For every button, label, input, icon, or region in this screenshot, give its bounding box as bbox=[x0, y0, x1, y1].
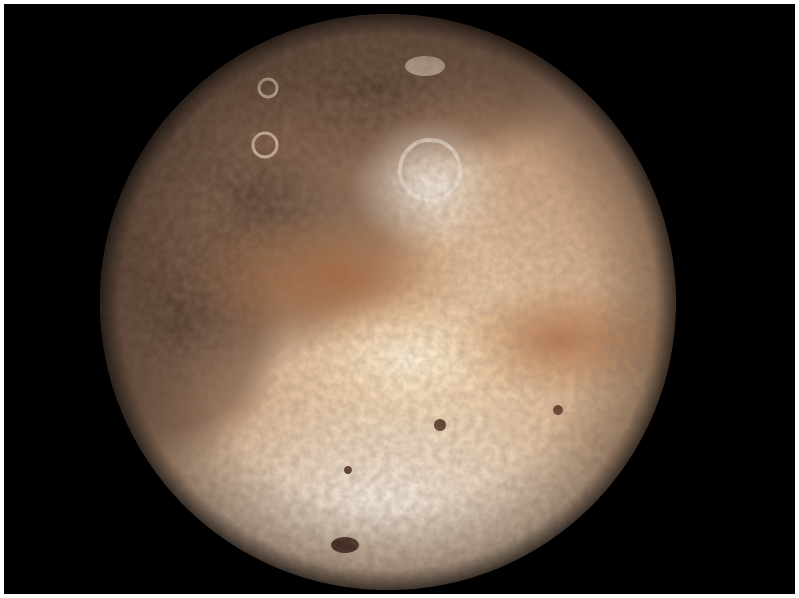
planet-image bbox=[4, 4, 795, 594]
page bbox=[4, 4, 795, 594]
